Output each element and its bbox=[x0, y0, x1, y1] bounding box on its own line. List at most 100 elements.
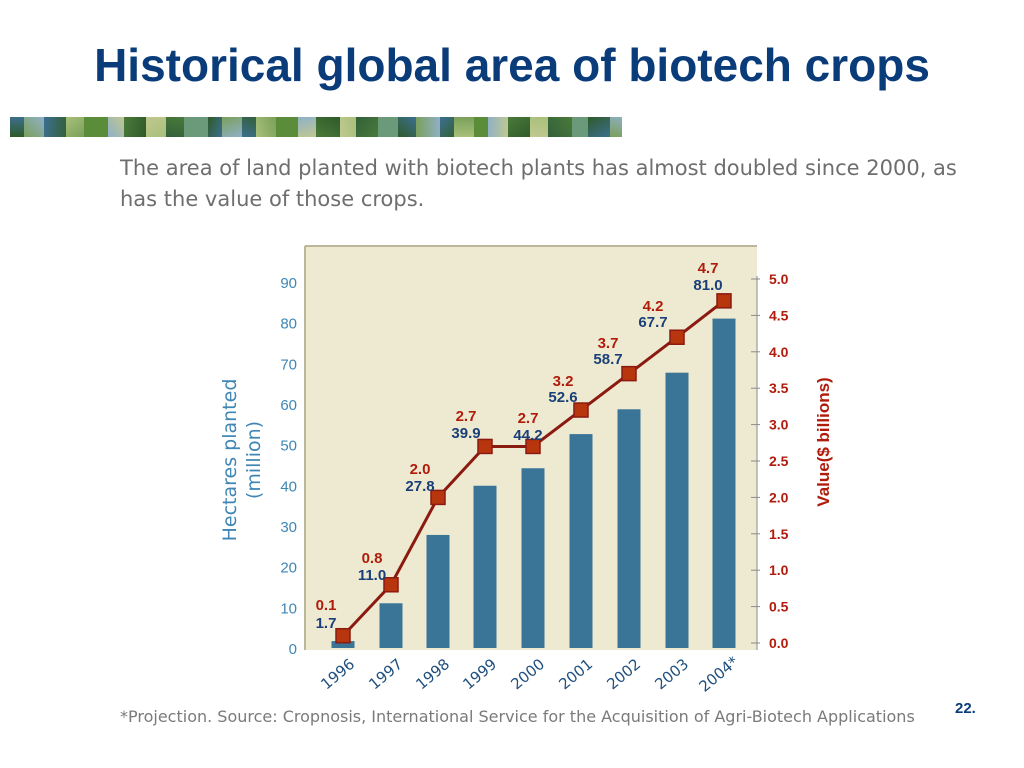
bar bbox=[665, 372, 689, 648]
x-axis-tick-label: 2001 bbox=[555, 655, 596, 693]
right-axis-tick-label: 4.0 bbox=[769, 344, 789, 360]
right-axis-tick-label: 3.0 bbox=[769, 417, 789, 433]
line-marker bbox=[669, 329, 685, 345]
area-data-label: 58.7 bbox=[593, 351, 622, 368]
photo-strip bbox=[10, 117, 622, 137]
chart-intro-text: The area of land planted with biotech pl… bbox=[120, 156, 957, 211]
bar bbox=[473, 485, 497, 648]
strip-photo-thumbnail bbox=[124, 117, 146, 137]
right-axis-tick-label: 2.0 bbox=[769, 489, 789, 505]
strip-photo-thumbnail bbox=[440, 117, 454, 137]
strip-photo-thumbnail bbox=[454, 117, 474, 137]
left-axis-tick-label: 60 bbox=[280, 397, 297, 414]
bar bbox=[617, 409, 641, 648]
x-axis-tick-label: 2004* bbox=[696, 652, 743, 695]
bar bbox=[331, 641, 355, 648]
bar bbox=[426, 534, 450, 648]
bar bbox=[712, 318, 736, 648]
strip-photo-thumbnail bbox=[378, 117, 398, 137]
left-axis-tick-label: 50 bbox=[280, 438, 297, 455]
line-marker bbox=[477, 438, 493, 455]
strip-photo-thumbnail bbox=[222, 117, 242, 137]
strip-photo-thumbnail bbox=[588, 117, 610, 137]
right-axis-tick-label: 1.0 bbox=[769, 562, 789, 578]
strip-photo-thumbnail bbox=[84, 117, 108, 137]
strip-photo-thumbnail bbox=[610, 117, 622, 137]
strip-photo-thumbnail bbox=[24, 117, 44, 137]
slide-title: Historical global area of biotech crops bbox=[94, 39, 930, 91]
left-axis-tick-label: 0 bbox=[289, 641, 297, 658]
x-axis-tick-label: 2002 bbox=[603, 655, 644, 693]
left-axis-tick-label: 10 bbox=[280, 600, 297, 617]
strip-photo-thumbnail bbox=[208, 117, 222, 137]
value-data-label: 2.7 bbox=[518, 410, 539, 427]
strip-photo-thumbnail bbox=[146, 117, 166, 137]
bar bbox=[569, 434, 593, 648]
strip-photo-thumbnail bbox=[10, 117, 24, 137]
area-data-label: 81.0 bbox=[693, 277, 722, 294]
right-axis-tick-label: 2.5 bbox=[769, 453, 789, 469]
x-axis-tick-label: 2003 bbox=[651, 655, 692, 693]
strip-photo-thumbnail bbox=[488, 117, 508, 137]
value-data-label: 0.8 bbox=[362, 550, 383, 567]
area-data-label: 67.7 bbox=[638, 314, 667, 331]
area-data-label: 39.9 bbox=[451, 425, 480, 442]
right-axis-tick-label: 0.5 bbox=[769, 599, 789, 615]
strip-photo-thumbnail bbox=[242, 117, 256, 137]
strip-photo-thumbnail bbox=[276, 117, 298, 137]
line-marker bbox=[525, 438, 541, 455]
area-data-label: 52.6 bbox=[548, 389, 577, 406]
area-data-label: 1.7 bbox=[316, 615, 337, 632]
x-axis-tick-label: 1997 bbox=[365, 655, 406, 693]
value-data-label: 3.7 bbox=[598, 335, 619, 352]
value-data-label: 4.2 bbox=[643, 298, 664, 315]
value-data-label: 2.0 bbox=[410, 461, 431, 478]
bar bbox=[521, 468, 545, 648]
left-axis-title: Hectares planted (million) bbox=[219, 379, 265, 542]
value-data-label: 3.2 bbox=[553, 373, 574, 390]
left-axis-tick-label: 20 bbox=[280, 560, 297, 577]
left-axis-tick-label: 70 bbox=[280, 356, 297, 373]
right-axis-tick-label: 4.5 bbox=[769, 307, 789, 323]
left-axis-tick-label: 80 bbox=[280, 316, 297, 333]
right-axis-title: Value($ billions) bbox=[814, 377, 833, 506]
strip-photo-thumbnail bbox=[298, 117, 316, 137]
value-data-label: 0.1 bbox=[316, 597, 337, 614]
line-marker bbox=[383, 577, 399, 593]
strip-photo-thumbnail bbox=[166, 117, 184, 137]
strip-photo-thumbnail bbox=[398, 117, 416, 137]
line-marker bbox=[430, 489, 446, 506]
strip-photo-thumbnail bbox=[474, 117, 488, 137]
x-axis-tick-label: 1999 bbox=[459, 655, 500, 693]
left-axis-tick-label: 30 bbox=[280, 519, 297, 536]
x-axis-tick-label: 1996 bbox=[317, 655, 358, 693]
value-data-label: 2.7 bbox=[456, 408, 477, 425]
strip-photo-thumbnail bbox=[184, 117, 208, 137]
right-axis-tick-label: 5.0 bbox=[769, 271, 789, 287]
left-axis-tick-label: 90 bbox=[280, 275, 297, 292]
right-axis-tick-label: 0.0 bbox=[769, 635, 789, 651]
source-footnote: *Projection. Source: Cropnosis, Internat… bbox=[120, 707, 915, 726]
area-data-label: 11.0 bbox=[358, 567, 386, 584]
strip-photo-thumbnail bbox=[316, 117, 340, 137]
bar bbox=[379, 603, 403, 648]
strip-photo-thumbnail bbox=[340, 117, 356, 137]
strip-photo-thumbnail bbox=[416, 117, 440, 137]
strip-photo-thumbnail bbox=[356, 117, 378, 137]
line-marker bbox=[335, 627, 351, 644]
right-axis-tick-label: 3.5 bbox=[769, 380, 789, 396]
strip-photo-thumbnail bbox=[256, 117, 276, 137]
page-number: 22. bbox=[955, 700, 976, 717]
value-data-label: 4.7 bbox=[698, 260, 719, 277]
strip-photo-thumbnail bbox=[508, 117, 530, 137]
strip-photo-thumbnail bbox=[44, 117, 66, 137]
strip-photo-thumbnail bbox=[572, 117, 588, 137]
area-data-label: 44.2 bbox=[513, 427, 542, 444]
line-marker bbox=[573, 402, 589, 418]
strip-photo-thumbnail bbox=[108, 117, 124, 137]
x-axis-tick-label: 1998 bbox=[412, 655, 453, 693]
left-axis-tick-label: 40 bbox=[280, 478, 297, 495]
x-axis-tick-label: 2000 bbox=[507, 655, 548, 693]
line-marker bbox=[621, 365, 637, 382]
